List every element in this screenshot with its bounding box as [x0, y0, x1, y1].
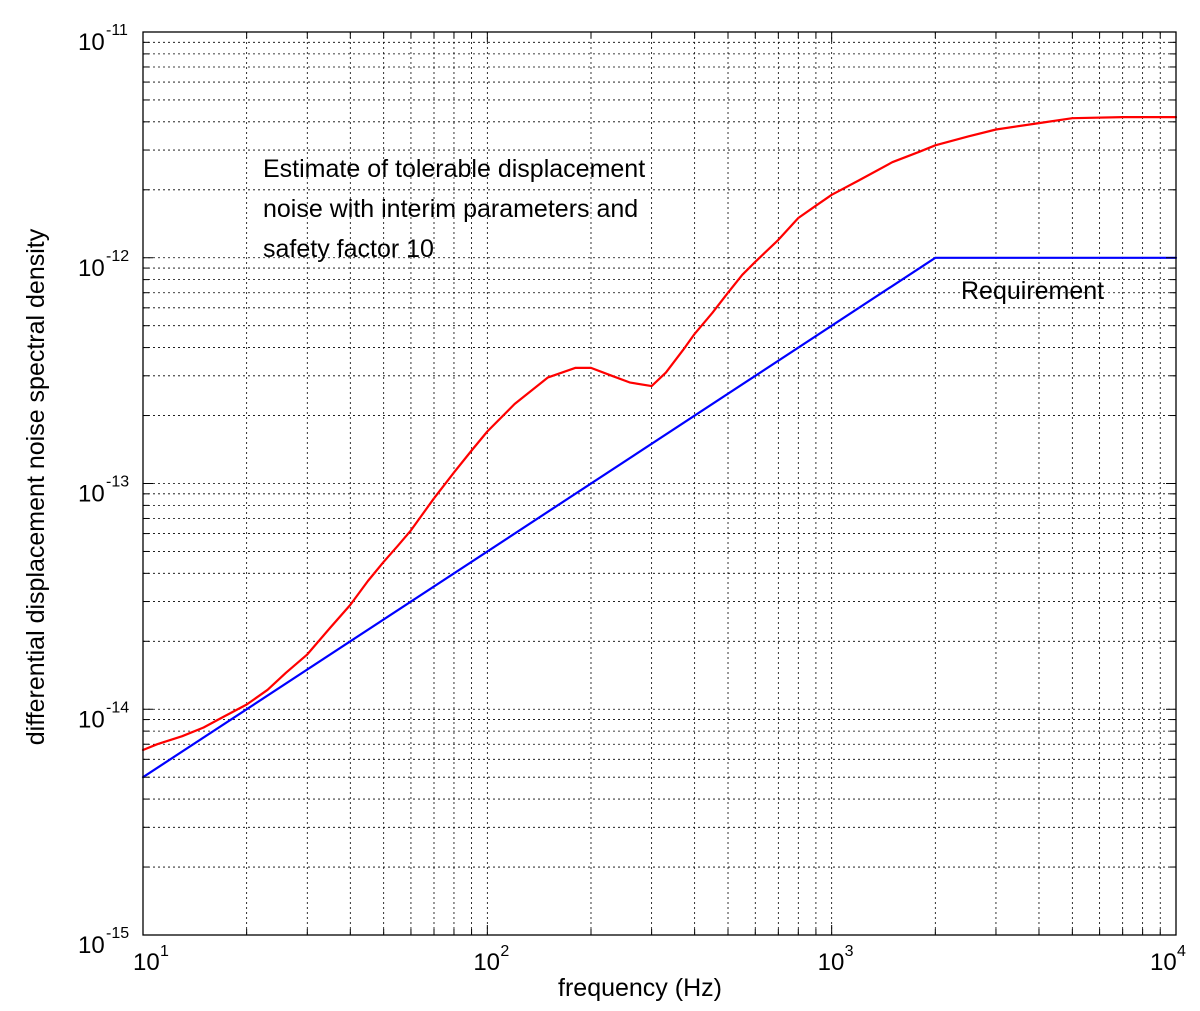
x-tick-labels: 10 1 10 2 10 3 10 4 [133, 943, 1186, 976]
y-tick-label-exponent: -11 [106, 22, 128, 39]
estimate-annotation: Estimate of tolerable displacement noise… [263, 155, 652, 263]
estimate-annotation-line-3: safety factor 10 [263, 235, 434, 263]
x-tick-label-exponent: 3 [845, 943, 854, 960]
x-axis-label: frequency (Hz) [558, 974, 722, 1002]
y-tick-label-exponent: -12 [106, 248, 129, 265]
y-tick-label: 10 [78, 706, 105, 733]
x-tick-label: 10 [1150, 949, 1177, 976]
y-tick-label-exponent: -14 [106, 699, 129, 716]
y-tick-label: 10 [78, 29, 105, 56]
series-layer [141, 115, 1178, 779]
x-tick-label-exponent: 1 [160, 943, 169, 960]
x-tick-label: 10 [473, 949, 500, 976]
major-grid [143, 32, 1176, 935]
axis-ticks [143, 32, 1176, 935]
requirement-line [141, 256, 1178, 779]
estimate-annotation-line-1: Estimate of tolerable displacement [263, 155, 645, 183]
x-tick-label: 10 [133, 949, 160, 976]
y-axis-label: differential displacement noise spectral… [22, 228, 50, 745]
y-tick-label: 10 [78, 932, 105, 959]
y-tick-label-exponent: -13 [106, 474, 129, 491]
estimate-annotation-line-2: noise with interim parameters and [263, 195, 638, 223]
x-tick-label: 10 [818, 949, 845, 976]
requirement-annotation: Requirement [961, 277, 1104, 305]
y-tick-label-exponent: -15 [106, 925, 129, 942]
x-tick-label-exponent: 2 [500, 943, 509, 960]
x-tick-label-exponent: 4 [1177, 943, 1186, 960]
estimate-noise-line [141, 115, 1178, 752]
y-tick-label: 10 [78, 255, 105, 282]
y-tick-label: 10 [78, 481, 105, 508]
